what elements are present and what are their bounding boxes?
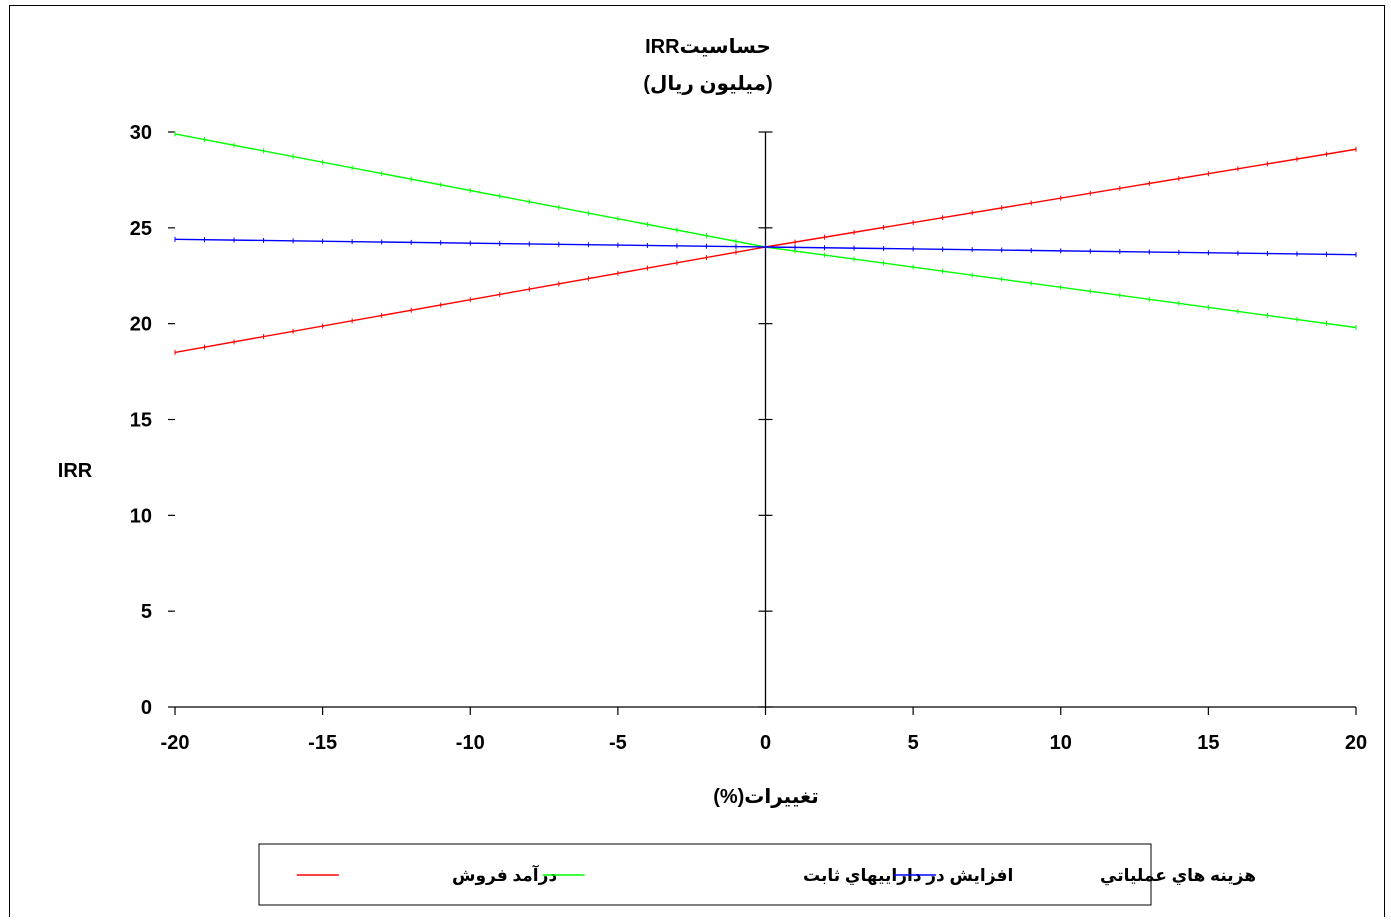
chart-frame [9, 5, 1385, 917]
x-axis-label: تغييرات(%) [713, 786, 819, 808]
x-tick-label: 0 [760, 732, 771, 754]
y-tick-label: 10 [130, 505, 152, 527]
y-tick-label: 25 [130, 218, 152, 240]
y-axis-label: IRR [58, 460, 93, 482]
chart-subtitle: (میلیون ریال) [643, 73, 772, 95]
x-tick-label: 10 [1050, 732, 1072, 754]
legend-label-2: هزينه هاي عملياتي [1100, 866, 1256, 886]
chart-title: حساسیتIRR [645, 36, 771, 58]
x-tick-label: -15 [308, 732, 337, 754]
y-tick-label: 30 [130, 122, 152, 144]
y-tick-label: 5 [141, 601, 152, 623]
y-tick-label: 0 [141, 697, 152, 719]
legend-label-0: درآمد فروش [452, 864, 557, 886]
x-tick-label: -10 [456, 732, 485, 754]
x-tick-label: 15 [1197, 732, 1219, 754]
legend-label-1: افزايش در داراييهاي ثابت [803, 866, 1013, 886]
x-tick-label: -5 [609, 732, 627, 754]
y-tick-label: 20 [130, 314, 152, 336]
legend-box [258, 843, 1152, 906]
x-tick-label: -20 [161, 732, 190, 754]
y-tick-label: 15 [130, 410, 152, 432]
x-tick-label: 5 [908, 732, 919, 754]
x-tick-label: 20 [1345, 732, 1367, 754]
